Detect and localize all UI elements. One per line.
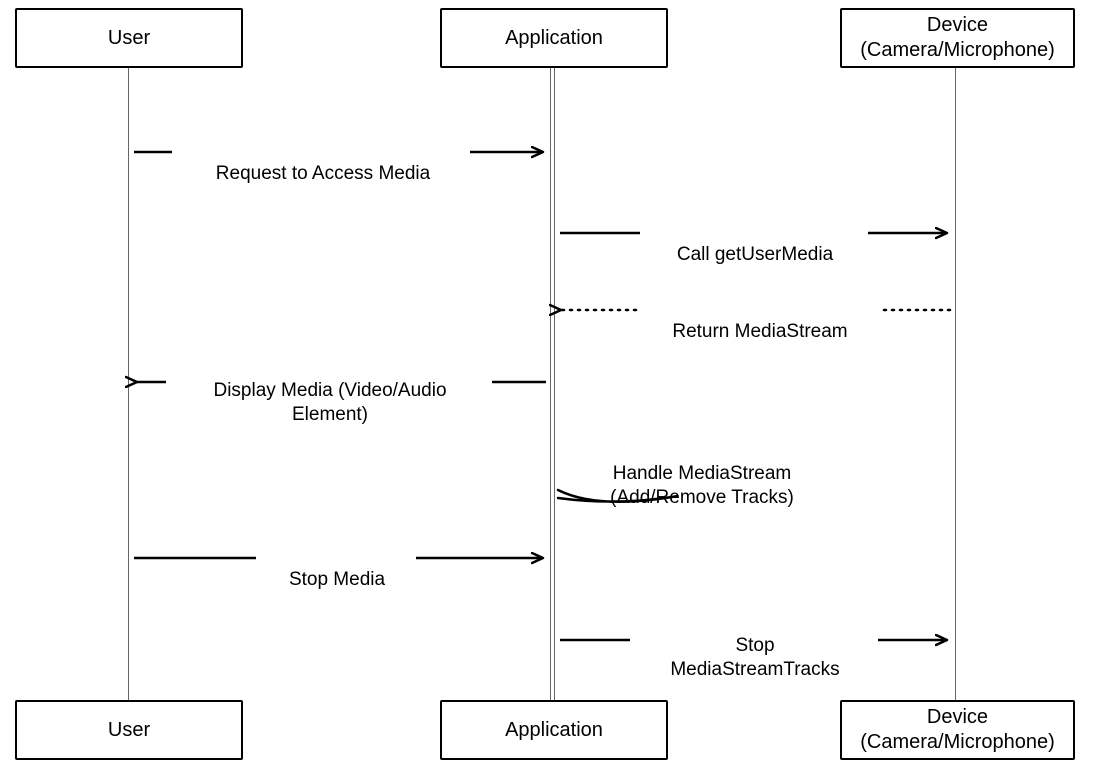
actor-box-device-top: Device (Camera/Microphone) [840,8,1075,68]
actor-label: User [108,718,150,743]
actor-label: Application [505,26,603,51]
actor-box-user-bottom: User [15,700,243,760]
lifeline-device [955,68,956,700]
message-label-m5: Handle MediaStream (Add/Remove Tracks) [572,438,832,509]
message-label-m4: Display Media (Video/Audio Element) [170,355,490,426]
actor-label: Device (Camera/Microphone) [850,705,1065,755]
actor-box-application-bottom: Application [440,700,668,760]
actor-box-device-bottom: Device (Camera/Microphone) [840,700,1075,760]
actor-label: Application [505,718,603,743]
actor-label: Device (Camera/Microphone) [850,13,1065,63]
sequence-diagram-canvas: User Application Device (Camera/Micropho… [0,0,1100,783]
message-label-m6: Stop Media [262,544,412,592]
message-label-m2: Call getUserMedia [645,219,865,267]
message-label-m1: Request to Access Media [178,138,468,186]
lifeline-application [550,68,551,700]
message-label-m3: Return MediaStream [640,296,880,344]
lifeline-user [128,68,129,700]
actor-box-user-top: User [15,8,243,68]
actor-label: User [108,26,150,51]
actor-box-application-top: Application [440,8,668,68]
message-label-m7: Stop MediaStreamTracks [635,610,875,681]
